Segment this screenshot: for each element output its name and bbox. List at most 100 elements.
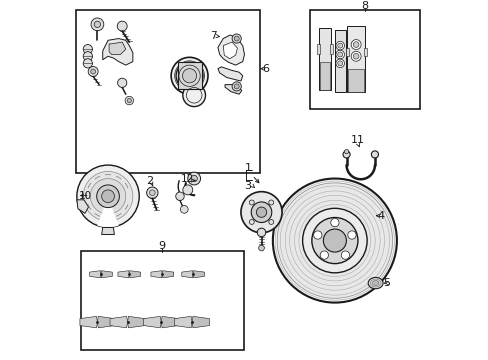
Circle shape <box>268 220 273 224</box>
Circle shape <box>341 251 349 259</box>
Circle shape <box>268 200 273 205</box>
Polygon shape <box>334 30 345 92</box>
Circle shape <box>91 18 103 31</box>
Polygon shape <box>118 271 129 278</box>
Circle shape <box>117 21 127 31</box>
Polygon shape <box>77 200 88 213</box>
Circle shape <box>187 172 200 185</box>
Polygon shape <box>161 316 178 328</box>
Ellipse shape <box>372 280 378 285</box>
Circle shape <box>337 52 342 57</box>
Circle shape <box>330 219 338 227</box>
Text: 4: 4 <box>377 211 384 221</box>
Circle shape <box>323 229 346 252</box>
Circle shape <box>343 151 349 158</box>
Text: 2: 2 <box>145 176 153 186</box>
Circle shape <box>277 183 392 298</box>
Wedge shape <box>97 196 119 228</box>
Text: 6: 6 <box>262 64 269 74</box>
Circle shape <box>83 171 133 221</box>
Circle shape <box>102 190 114 203</box>
Circle shape <box>249 200 254 205</box>
Circle shape <box>180 206 188 213</box>
Circle shape <box>83 45 92 54</box>
Circle shape <box>353 53 358 59</box>
Circle shape <box>174 61 204 91</box>
Text: 8: 8 <box>361 1 368 11</box>
Circle shape <box>256 207 266 217</box>
Circle shape <box>94 21 101 28</box>
Circle shape <box>350 40 360 50</box>
Circle shape <box>171 57 207 94</box>
Circle shape <box>90 69 96 74</box>
Polygon shape <box>129 271 141 278</box>
Polygon shape <box>329 44 332 54</box>
Circle shape <box>335 50 344 59</box>
Circle shape <box>182 69 196 83</box>
Circle shape <box>127 98 131 103</box>
Polygon shape <box>318 28 331 90</box>
Text: 12: 12 <box>181 174 194 184</box>
Polygon shape <box>109 42 125 54</box>
Circle shape <box>353 42 358 48</box>
Circle shape <box>344 149 348 154</box>
Circle shape <box>88 67 98 76</box>
Polygon shape <box>127 316 145 328</box>
Polygon shape <box>101 271 112 278</box>
Circle shape <box>313 231 321 239</box>
Polygon shape <box>345 48 348 56</box>
Polygon shape <box>89 271 101 278</box>
Circle shape <box>258 245 264 251</box>
Polygon shape <box>182 271 193 278</box>
Circle shape <box>335 41 344 50</box>
Polygon shape <box>218 35 244 65</box>
Polygon shape <box>218 67 242 81</box>
Circle shape <box>370 151 378 158</box>
Bar <box>76 10 260 173</box>
Ellipse shape <box>367 278 382 289</box>
Polygon shape <box>317 44 320 54</box>
Circle shape <box>146 187 158 198</box>
Circle shape <box>350 51 360 61</box>
Circle shape <box>251 202 271 222</box>
Polygon shape <box>193 271 204 278</box>
Polygon shape <box>151 271 162 278</box>
Circle shape <box>77 165 139 228</box>
Circle shape <box>149 190 155 195</box>
Bar <box>309 10 419 109</box>
Circle shape <box>337 43 342 48</box>
Polygon shape <box>363 48 366 56</box>
Circle shape <box>234 84 239 89</box>
Circle shape <box>232 82 241 91</box>
Circle shape <box>90 179 125 214</box>
Polygon shape <box>174 316 192 328</box>
Circle shape <box>272 179 396 303</box>
Circle shape <box>302 208 366 273</box>
Circle shape <box>347 231 355 239</box>
Circle shape <box>234 36 239 41</box>
Polygon shape <box>102 228 114 235</box>
Text: 10: 10 <box>78 190 91 201</box>
Circle shape <box>335 59 344 68</box>
Text: 11: 11 <box>350 135 364 145</box>
Text: 3: 3 <box>244 181 251 191</box>
Circle shape <box>175 192 184 201</box>
Text: 9: 9 <box>159 241 165 251</box>
Text: 1: 1 <box>244 163 251 173</box>
Circle shape <box>257 228 265 237</box>
Polygon shape <box>143 316 161 328</box>
Polygon shape <box>102 39 133 65</box>
Circle shape <box>176 62 203 89</box>
Text: 5: 5 <box>382 278 389 288</box>
Polygon shape <box>346 26 364 92</box>
Ellipse shape <box>369 279 380 287</box>
Circle shape <box>83 51 92 61</box>
Circle shape <box>232 34 241 43</box>
Circle shape <box>183 84 205 107</box>
Polygon shape <box>347 69 363 92</box>
Circle shape <box>249 220 254 224</box>
Polygon shape <box>80 316 97 328</box>
Polygon shape <box>162 271 173 278</box>
Polygon shape <box>110 316 127 328</box>
Circle shape <box>118 78 126 87</box>
